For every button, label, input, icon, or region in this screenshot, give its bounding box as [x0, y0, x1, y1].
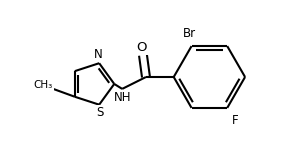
Text: CH₃: CH₃: [34, 80, 53, 90]
Text: N: N: [94, 48, 103, 61]
Text: NH: NH: [113, 91, 131, 104]
Text: O: O: [136, 41, 146, 54]
Text: Br: Br: [183, 27, 196, 40]
Text: S: S: [97, 106, 104, 119]
Text: F: F: [232, 114, 239, 127]
